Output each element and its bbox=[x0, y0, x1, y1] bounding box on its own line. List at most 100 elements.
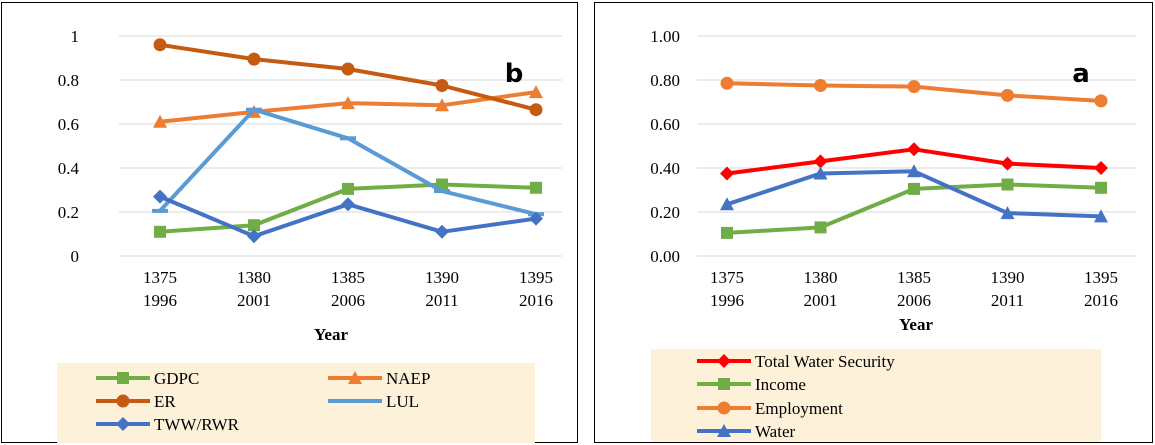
data-point-total-water-security bbox=[813, 154, 828, 169]
legend-entry-gdpc: GDPC bbox=[96, 369, 199, 388]
data-point-income bbox=[908, 182, 920, 195]
x-tick-label-a: 2006 bbox=[897, 291, 931, 310]
x-tick-label-a: 1380 bbox=[804, 268, 838, 287]
data-point-naep bbox=[153, 114, 167, 128]
series-tww-rwr-b bbox=[153, 189, 543, 244]
x-tick-label-b: 1375 bbox=[143, 268, 177, 287]
x-tick-label-a: 2001 bbox=[804, 291, 838, 310]
data-point-total-water-security bbox=[907, 142, 921, 157]
y-tick-label-a: 0.60 bbox=[650, 115, 680, 134]
chart-a-svg: 0.00 0.20 0.40 0.60 0.80 1.00 1375 1996 1380 2001… bbox=[650, 27, 1136, 442]
data-point-tww-rwr bbox=[341, 197, 355, 212]
legend-marker-er bbox=[116, 394, 130, 408]
x-tick-label-b: 2011 bbox=[425, 291, 458, 310]
legend-label-tww-rwr: TWW/RWR bbox=[154, 415, 240, 434]
y-tick-label-a: 0.20 bbox=[650, 203, 680, 222]
legend-marker-tww-rwr bbox=[116, 417, 130, 431]
data-point-income bbox=[1095, 181, 1107, 194]
x-tick-label-b: 1395 bbox=[519, 268, 553, 287]
x-tick-label-b: 2006 bbox=[331, 291, 365, 310]
x-axis-title-b: Year bbox=[314, 325, 348, 344]
legend-label-total-water-security: Total Water Security bbox=[755, 352, 895, 371]
data-point-gdpc bbox=[248, 219, 260, 232]
chart-panel-b: 0 0.2 0.4 0.6 0.8 1 1375 1996 1380 2001 1385 2006 13… bbox=[1, 2, 578, 443]
x-tick-label-a: 1996 bbox=[710, 291, 744, 310]
data-point-employment bbox=[1001, 88, 1014, 102]
data-point-employment bbox=[720, 76, 734, 90]
series-total-water-security-a bbox=[720, 142, 1108, 181]
legend-entry-lul: LUL bbox=[328, 392, 419, 411]
y-tick-label-b: 0.2 bbox=[58, 203, 79, 222]
data-point-lul bbox=[340, 136, 356, 141]
legend-label-income: Income bbox=[755, 375, 806, 394]
x-axis-title-a: Year bbox=[899, 315, 933, 334]
legend-marker-naep bbox=[348, 371, 362, 384]
data-point-er bbox=[435, 79, 449, 92]
legend-label-er: ER bbox=[154, 392, 176, 411]
x-tick-label-a: 2016 bbox=[1084, 291, 1118, 310]
data-point-gdpc bbox=[342, 182, 354, 195]
legend-label-naep: NAEP bbox=[386, 369, 430, 388]
panel-letter-a: a bbox=[1072, 59, 1090, 89]
legend-marker-water bbox=[717, 424, 731, 437]
y-tick-label-a: 1.00 bbox=[650, 27, 680, 46]
x-tick-label-a: 1395 bbox=[1084, 268, 1118, 287]
data-point-income bbox=[1001, 178, 1014, 191]
series-income-a bbox=[721, 178, 1107, 239]
y-tick-label-b: 0.4 bbox=[58, 159, 80, 178]
legend-marker-lul bbox=[347, 399, 363, 403]
legend-marker-employment bbox=[717, 401, 731, 415]
legend-entry-naep: NAEP bbox=[328, 369, 430, 388]
x-tick-label-b: 1380 bbox=[237, 268, 271, 287]
x-tick-label-b: 2016 bbox=[519, 291, 553, 310]
data-point-total-water-security bbox=[1000, 156, 1015, 171]
data-point-income bbox=[721, 226, 733, 239]
data-point-tww-rwr bbox=[247, 229, 261, 244]
y-tick-label-b: 0.6 bbox=[58, 115, 79, 134]
legend-marker-total-water-security bbox=[717, 354, 731, 368]
x-tick-label-a: 1375 bbox=[710, 268, 744, 287]
chart-b-svg: 0 0.2 0.4 0.6 0.8 1 1375 1996 1380 2001 1385 2006 13… bbox=[57, 27, 562, 443]
data-point-tww-rwr bbox=[153, 189, 167, 204]
data-point-lul bbox=[434, 189, 450, 194]
data-point-naep bbox=[341, 96, 355, 110]
legend-entry-water: Water bbox=[697, 422, 795, 441]
x-tick-label-b: 2001 bbox=[237, 291, 271, 310]
legend-marker-income bbox=[718, 378, 730, 390]
legend-entry-employment: Employment bbox=[697, 399, 843, 418]
data-point-water bbox=[1000, 206, 1015, 220]
x-tick-label-a: 1385 bbox=[897, 268, 931, 287]
legend-label-lul: LUL bbox=[386, 392, 419, 411]
data-point-er bbox=[529, 103, 543, 117]
data-point-lul bbox=[246, 107, 262, 112]
y-tick-label-b: 1 bbox=[71, 27, 80, 46]
data-point-total-water-security bbox=[720, 166, 734, 181]
legend-label-employment: Employment bbox=[755, 399, 843, 418]
legend-marker-gdpc bbox=[117, 372, 129, 384]
legend-entry-income: Income bbox=[697, 375, 806, 394]
data-point-income bbox=[814, 221, 827, 234]
data-point-water bbox=[1094, 209, 1108, 223]
series-gdpc-b bbox=[154, 178, 542, 238]
x-tick-label-b: 1390 bbox=[425, 268, 459, 287]
y-tick-label-a: 0.40 bbox=[650, 159, 680, 178]
y-tick-label-b: 0 bbox=[71, 247, 80, 266]
data-point-er bbox=[341, 62, 355, 76]
data-point-er bbox=[247, 52, 261, 66]
y-tick-label-a: 0.00 bbox=[650, 247, 680, 266]
series-water-a bbox=[720, 164, 1108, 223]
data-point-tww-rwr bbox=[529, 211, 543, 226]
panel-letter-b: b bbox=[505, 59, 524, 89]
series-naep-b bbox=[153, 85, 543, 128]
data-point-employment bbox=[907, 80, 921, 94]
data-point-lul bbox=[152, 208, 168, 213]
data-point-total-water-security bbox=[1094, 161, 1108, 175]
data-point-water bbox=[907, 164, 921, 178]
x-tick-label-b: 1996 bbox=[143, 291, 177, 310]
legend-entry-total-water-security: Total Water Security bbox=[697, 352, 895, 371]
data-point-er bbox=[153, 38, 167, 52]
legend-entry-tww-rwr: TWW/RWR bbox=[96, 415, 240, 434]
legend-label-water: Water bbox=[755, 422, 795, 441]
series-er-b bbox=[153, 38, 543, 117]
data-point-tww-rwr bbox=[435, 224, 449, 239]
